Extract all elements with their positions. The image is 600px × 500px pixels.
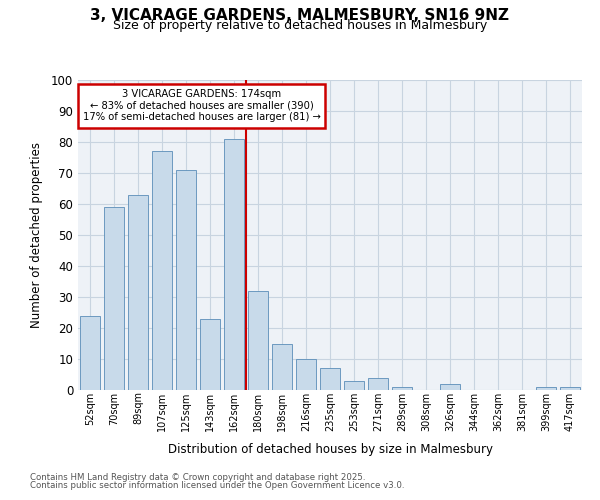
Bar — [440, 384, 460, 390]
Bar — [320, 368, 340, 390]
Text: Contains public sector information licensed under the Open Government Licence v3: Contains public sector information licen… — [30, 481, 404, 490]
Text: Contains HM Land Registry data © Crown copyright and database right 2025.: Contains HM Land Registry data © Crown c… — [30, 472, 365, 482]
Bar — [344, 380, 364, 390]
Text: Distribution of detached houses by size in Malmesbury: Distribution of detached houses by size … — [167, 442, 493, 456]
Bar — [560, 387, 580, 390]
Bar — [296, 359, 316, 390]
Bar — [392, 387, 412, 390]
Bar — [80, 316, 100, 390]
Bar — [368, 378, 388, 390]
Text: Size of property relative to detached houses in Malmesbury: Size of property relative to detached ho… — [113, 19, 487, 32]
Y-axis label: Number of detached properties: Number of detached properties — [29, 142, 43, 328]
Bar — [152, 152, 172, 390]
Bar — [176, 170, 196, 390]
Bar — [248, 291, 268, 390]
Bar — [128, 194, 148, 390]
Bar — [224, 139, 244, 390]
Bar — [536, 387, 556, 390]
Bar — [200, 318, 220, 390]
Text: 3 VICARAGE GARDENS: 174sqm
← 83% of detached houses are smaller (390)
17% of sem: 3 VICARAGE GARDENS: 174sqm ← 83% of deta… — [83, 90, 320, 122]
Bar — [104, 207, 124, 390]
Text: 3, VICARAGE GARDENS, MALMESBURY, SN16 9NZ: 3, VICARAGE GARDENS, MALMESBURY, SN16 9N… — [91, 8, 509, 22]
Bar — [272, 344, 292, 390]
